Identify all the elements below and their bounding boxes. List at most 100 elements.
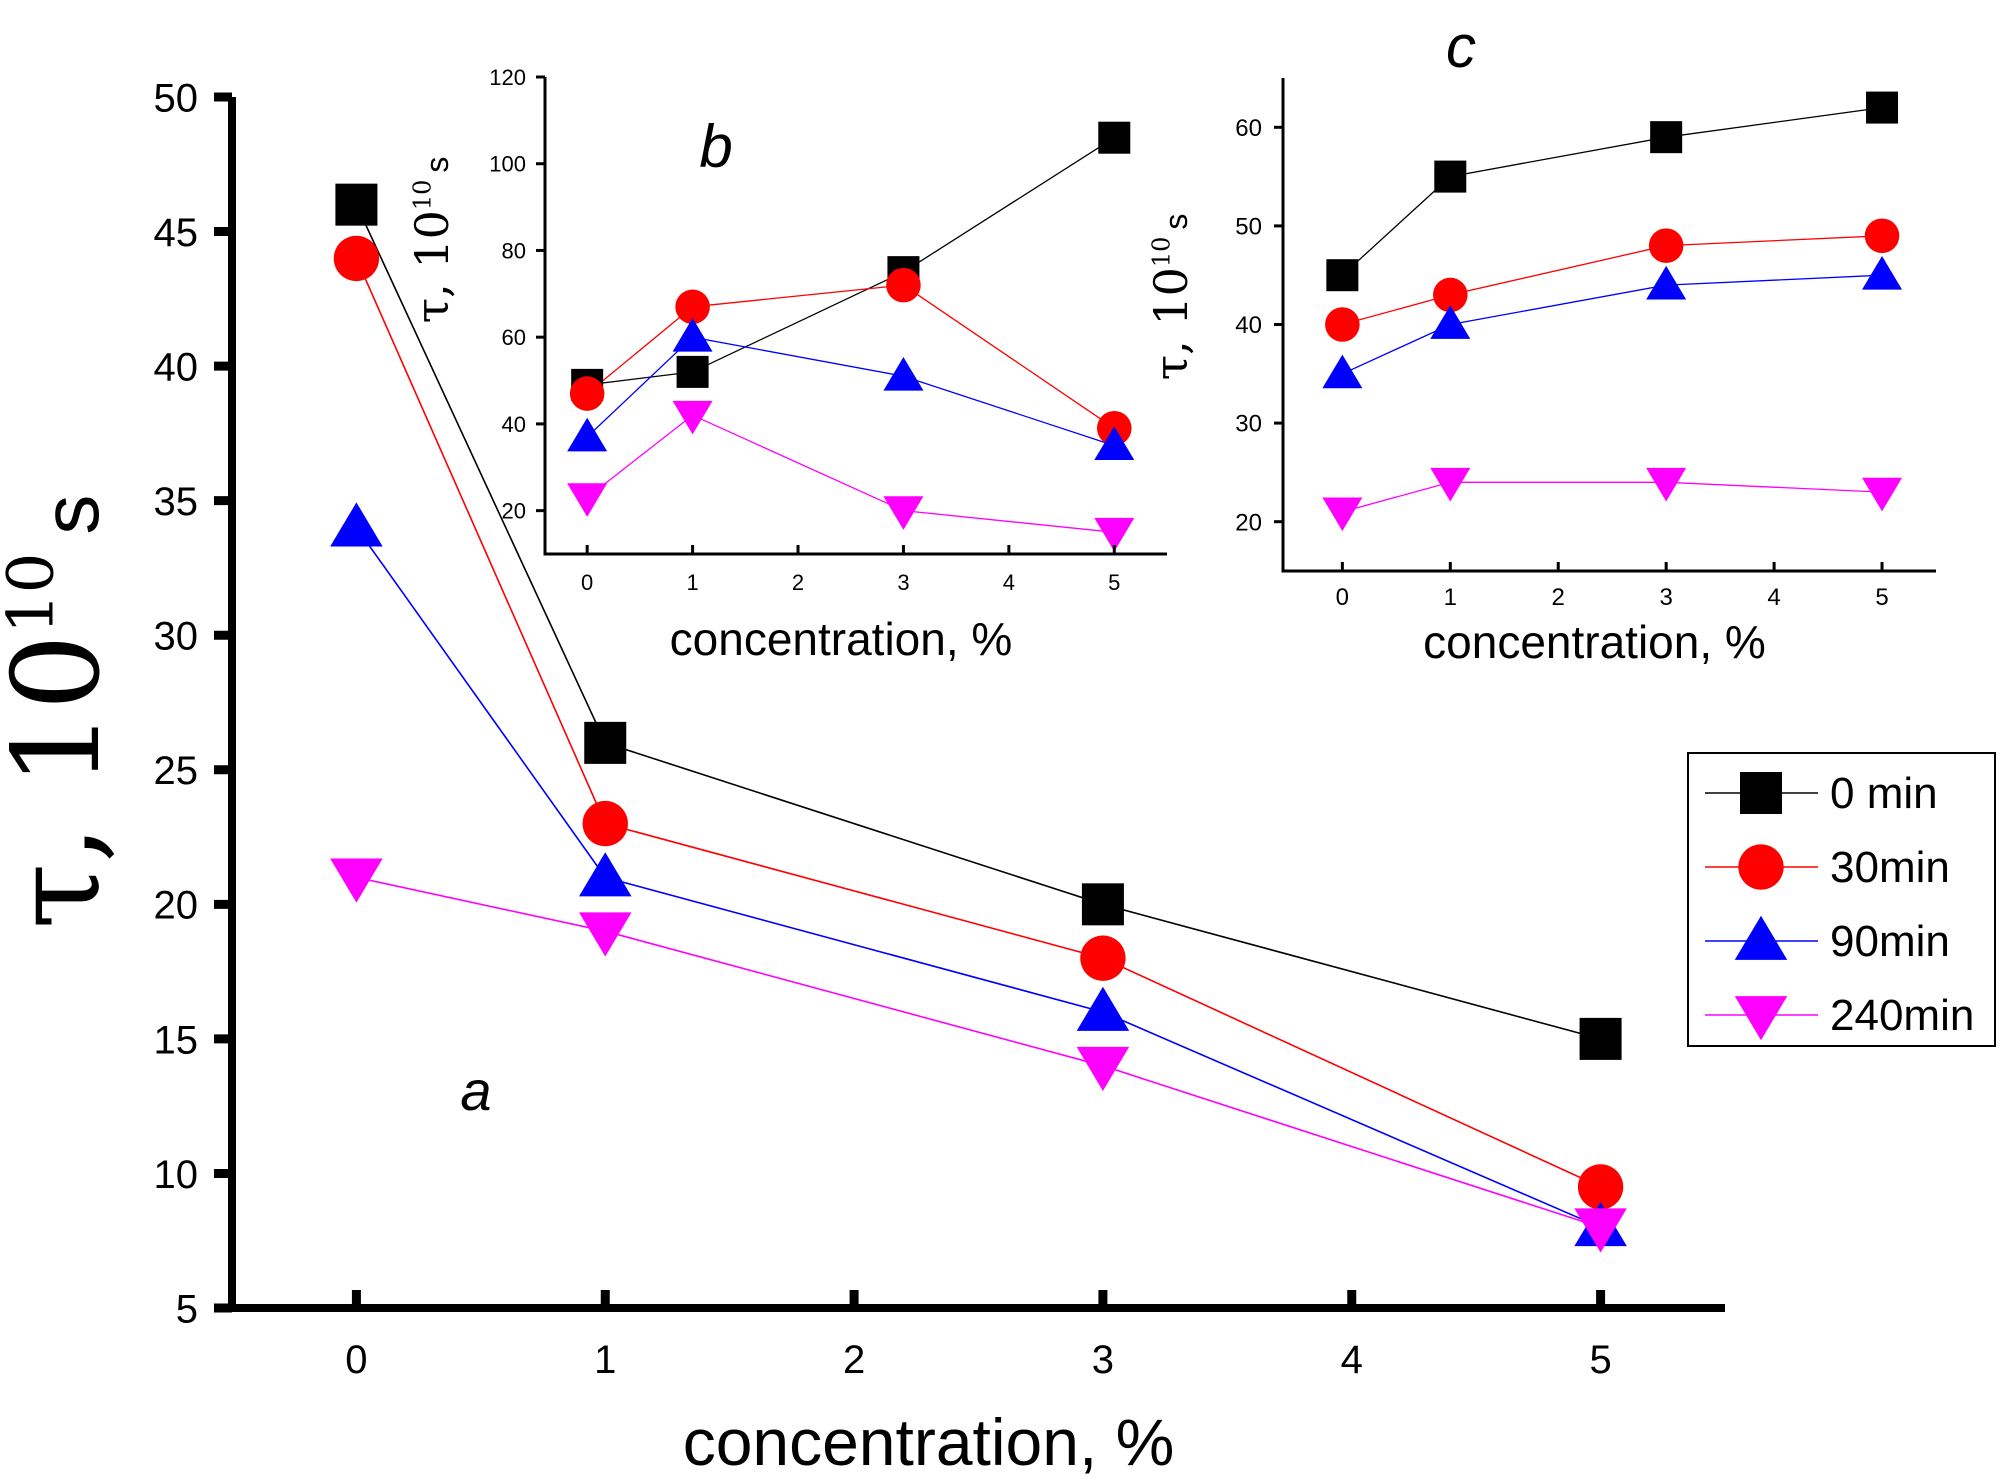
panel-b-data-point [886, 267, 921, 303]
panel-b-y-tick-label: 80 [502, 238, 526, 263]
panel-b-data-point [676, 355, 709, 388]
panel-a-data-point [579, 852, 632, 897]
legend: 0 min 30min 90min 240min [1687, 752, 1996, 1047]
panel-b-y-tick-label: 120 [489, 65, 526, 90]
panel-b-data-point [1094, 426, 1135, 460]
panel-c-series-line-0 [1341, 106, 1883, 276]
panel-a-x-label: concentration, % [683, 1405, 1175, 1479]
panel-a-data-point [330, 502, 383, 547]
panel-c-y-label: τ, 1010s [1144, 214, 1198, 381]
panel-b-series-line-1 [586, 284, 1115, 429]
panel-c-data-point [1322, 497, 1363, 532]
panel-b: 20 40 60 80 100 120 0 1 2 3 4 5 concentration, % τ, 1… [405, 65, 1167, 665]
panel-b-x-tick-label: 3 [897, 570, 909, 595]
legend-label: 0 min [1830, 769, 1938, 818]
panel-c-data-point [1322, 354, 1363, 389]
panel-b-y-tick-label: 100 [489, 152, 526, 177]
panel-a-x-tick-label: 1 [594, 1338, 616, 1382]
panel-a-y-tick-label: 25 [154, 749, 199, 793]
panel-b-y-tick-label: 60 [502, 325, 526, 350]
panel-c-x-tick-label: 4 [1767, 584, 1780, 611]
panel-b-data-point [567, 483, 608, 517]
panel-a-series-line-3 [356, 876, 1601, 1229]
panel-a-y-tick-label: 15 [154, 1018, 199, 1062]
panel-a-x-tick-label: 0 [345, 1338, 367, 1382]
panel-b-data-point [567, 417, 608, 452]
panel-a-data-point [1076, 986, 1130, 1031]
panel-a-y-tick-label: 10 [154, 1153, 199, 1197]
panel-a-series-line-2 [355, 527, 1601, 1229]
panel-b-series-line-2 [586, 336, 1115, 447]
panel-a-y-label: τ, 1010s [0, 495, 127, 930]
panel-c-data-point [1862, 477, 1903, 512]
panel-a-letter: a [460, 1059, 491, 1122]
panel-b-data-point [1094, 517, 1135, 552]
panel-c-data-point [1430, 467, 1471, 502]
panel-c-data-point [1862, 256, 1903, 290]
panel-b-x-tick-label: 5 [1108, 570, 1120, 595]
panel-c-series-line-2 [1342, 274, 1883, 375]
panel-b-letter: b [699, 113, 732, 180]
panel-c-data-point [1864, 218, 1900, 254]
panel-a-y-tick-label: 35 [154, 480, 199, 524]
panel-a-x-tick-label: 4 [1341, 1338, 1363, 1382]
panel-b-x-label: concentration, % [670, 613, 1013, 665]
panel-c-series-line-3 [1342, 481, 1883, 513]
panel-a-data-point [582, 800, 628, 847]
panel-a-x-tick-label: 5 [1589, 1338, 1611, 1382]
panel-a-data-point [1574, 1208, 1627, 1253]
panel-b-data-point [883, 496, 924, 530]
panel-c-data-point [1434, 160, 1467, 193]
panel-c-x-label: concentration, % [1423, 616, 1766, 668]
panel-a-x-tick-label: 2 [843, 1338, 865, 1382]
panel-b-data-point [675, 289, 710, 325]
panel-a-series-line-1 [355, 258, 1601, 1188]
panel-a-x-tick-label: 3 [1092, 1338, 1114, 1382]
panel-c-y-tick-label: 40 [1235, 312, 1262, 339]
panel-a-data-point [579, 912, 632, 957]
panel-a-data-point [1577, 1164, 1624, 1210]
panel-c: 20 30 40 50 60 0 1 2 3 4 5 concentration, % τ, 1010s… [1144, 13, 1936, 668]
panel-b-y-tick-label: 20 [502, 499, 526, 524]
legend-label: 240min [1830, 991, 1974, 1040]
panel-a-y-tick-label: 40 [154, 346, 199, 390]
panel-c-x-tick-label: 2 [1552, 584, 1565, 611]
legend-marker [1734, 915, 1788, 960]
panel-c-data-point [1646, 467, 1687, 502]
legend-label: 90min [1830, 917, 1950, 966]
panel-c-y-tick-label: 60 [1235, 115, 1262, 142]
panel-b-series-line-3 [586, 414, 1115, 533]
panel-a-data-point [1080, 935, 1126, 981]
panel-c-data-point [1650, 121, 1683, 154]
panel-b-data-point [883, 357, 924, 391]
panel-c-series-line-1 [1342, 235, 1883, 326]
panel-b-y-tick-label: 40 [502, 412, 526, 437]
panel-c-y-tick-label: 50 [1235, 214, 1262, 241]
panel-a-data-point [330, 858, 383, 903]
panel-a-y-tick-label: 30 [154, 615, 199, 659]
panel-c-letter: c [1446, 13, 1476, 80]
panel-c-x-tick-label: 0 [1336, 584, 1349, 611]
panel-b-series-line-0 [587, 137, 1115, 386]
panel-b-data-point [569, 376, 605, 411]
panel-b-x-tick-label: 1 [686, 570, 698, 595]
panel-c-y-tick-label: 30 [1235, 411, 1262, 438]
legend-marker [1734, 996, 1788, 1041]
panel-a-y-tick-label: 45 [154, 211, 199, 255]
panel-b-data-point [672, 400, 713, 435]
panel-a-data-point [1081, 883, 1124, 926]
panel-b-x-tick-label: 4 [1003, 570, 1015, 595]
panel-a-data-point [1076, 1046, 1130, 1091]
panel-b-data-point [672, 317, 713, 352]
panel-c-x-tick-label: 1 [1444, 584, 1457, 611]
panel-c-data-point [1648, 228, 1684, 263]
legend-marker [1740, 772, 1782, 814]
panel-c-y-tick-label: 20 [1235, 509, 1262, 536]
panel-b-x-tick-label: 0 [581, 570, 593, 595]
legend-marker [1738, 844, 1784, 890]
panel-a-data-point [333, 235, 380, 282]
panel-a-data-point [584, 721, 627, 764]
panel-c-data-point [1433, 277, 1468, 313]
